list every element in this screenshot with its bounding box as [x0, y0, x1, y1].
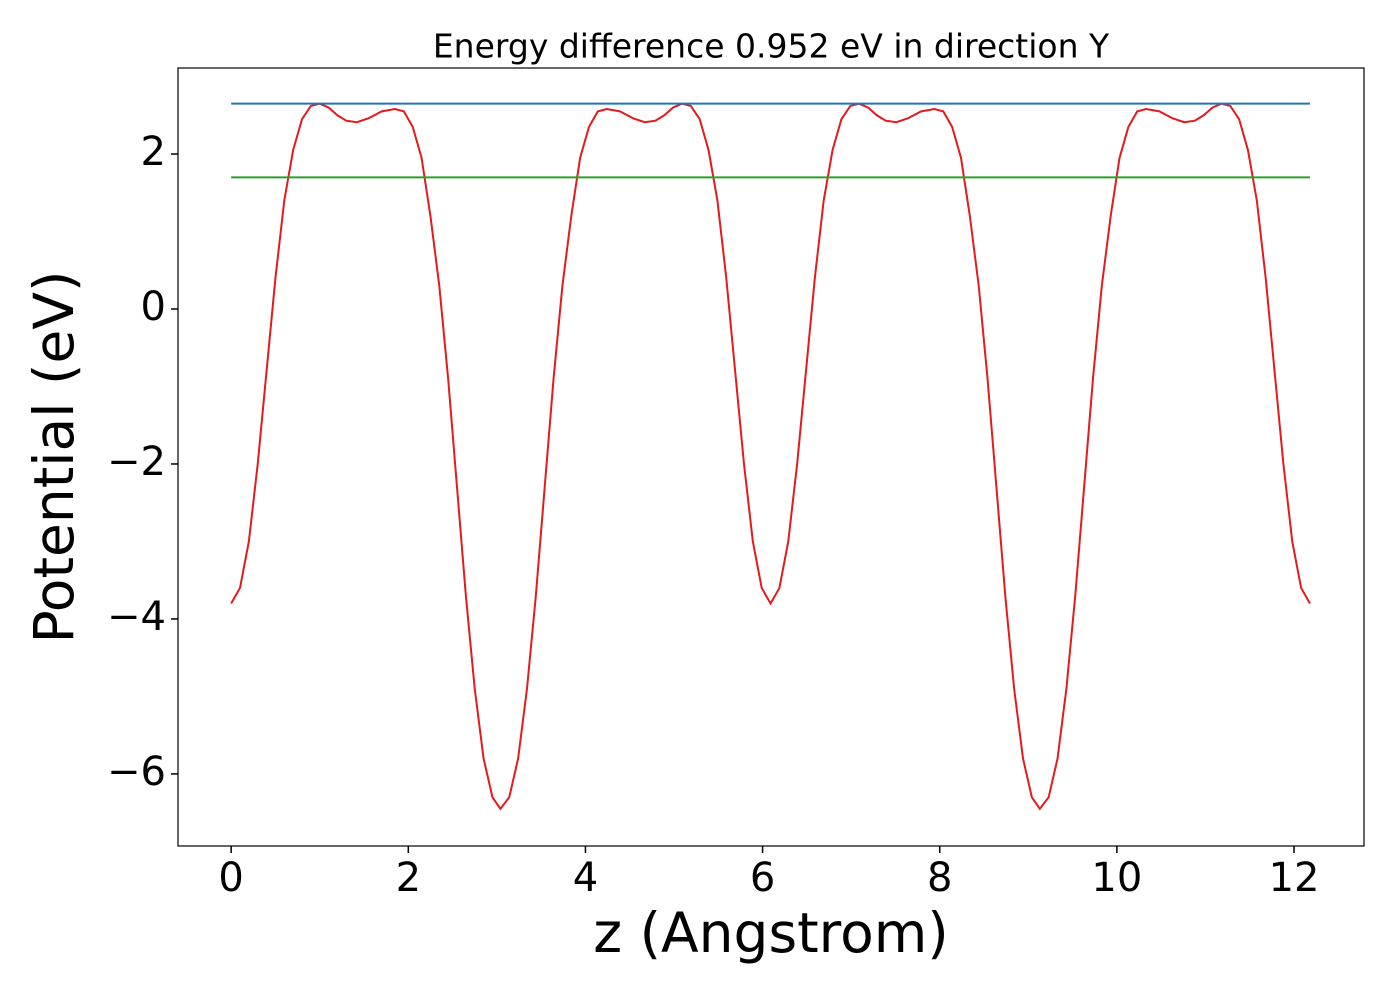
x-axis-label: z (Angstrom)	[593, 901, 949, 965]
x-tick-label: 12	[1269, 855, 1320, 901]
chart-title: Energy difference 0.952 eV in direction …	[433, 27, 1110, 66]
x-tick-label: 0	[218, 855, 243, 901]
y-tick-label: −2	[107, 439, 166, 485]
x-tick-label: 6	[750, 855, 775, 901]
y-tick-label: 2	[141, 129, 166, 175]
x-tick-label: 10	[1091, 855, 1142, 901]
x-tick-label: 4	[573, 855, 598, 901]
line-series	[230, 102, 1311, 811]
y-tick-label: −4	[107, 594, 166, 640]
x-tick-label: 2	[396, 855, 421, 901]
plot-frame	[177, 67, 1365, 847]
x-tick-label: 8	[927, 855, 952, 901]
y-tick-label: 0	[141, 284, 166, 330]
y-axis-label: Potential (eV)	[22, 271, 86, 644]
y-tick-label: −6	[107, 749, 166, 795]
